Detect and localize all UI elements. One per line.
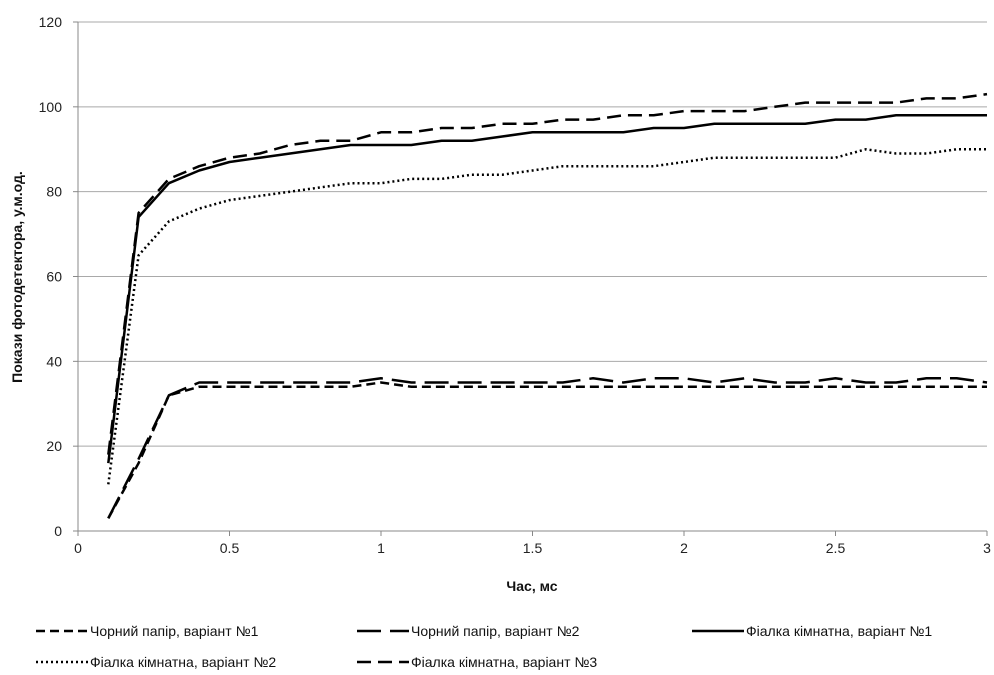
y-tick-label: 80 xyxy=(46,184,62,200)
series-line-3 xyxy=(107,114,987,464)
x-tick-label: 1 xyxy=(377,540,385,556)
x-tick-label: 2 xyxy=(680,540,688,556)
gridlines xyxy=(78,21,987,447)
x-tick-labels: 0 0.5 1 1.5 2 2.5 3 xyxy=(74,531,991,556)
series-line-2 xyxy=(107,377,988,519)
series-line-1 xyxy=(107,381,987,519)
x-tick-label: 0 xyxy=(74,540,82,556)
y-tick-label: 40 xyxy=(46,353,62,369)
legend-label-1: Чорний папір, варіант №1 xyxy=(90,623,259,639)
legend: Чорний папір, варіант №1 Чорний папір, ва… xyxy=(36,623,932,670)
x-tick-label: 0.5 xyxy=(220,540,240,556)
series-lines xyxy=(107,92,988,519)
y-tick-label: 60 xyxy=(46,269,62,285)
y-tick-labels: 0 20 40 60 80 100 120 xyxy=(39,14,78,539)
y-tick-label: 100 xyxy=(39,99,63,115)
x-tick-label: 1.5 xyxy=(523,540,543,556)
x-axis-title: Час, мс xyxy=(506,578,557,594)
x-tick-label: 2.5 xyxy=(826,540,846,556)
y-tick-label: 120 xyxy=(39,14,63,30)
y-axis-title: Покази фотодетектора, у.м.од. xyxy=(9,171,25,383)
series-line-4 xyxy=(107,148,987,485)
legend-label-3: Фіалка кімнатна, варіант №1 xyxy=(746,623,932,639)
series-line-5 xyxy=(107,92,988,455)
y-tick-label: 20 xyxy=(46,438,62,454)
legend-label-4: Фіалка кімнатна, варіант №2 xyxy=(90,654,276,670)
y-tick-label: 0 xyxy=(54,523,62,539)
x-tick-label: 3 xyxy=(983,540,991,556)
legend-label-2: Чорний папір, варіант №2 xyxy=(411,623,580,639)
legend-label-5: Фіалка кімнатна, варіант №3 xyxy=(411,654,597,670)
